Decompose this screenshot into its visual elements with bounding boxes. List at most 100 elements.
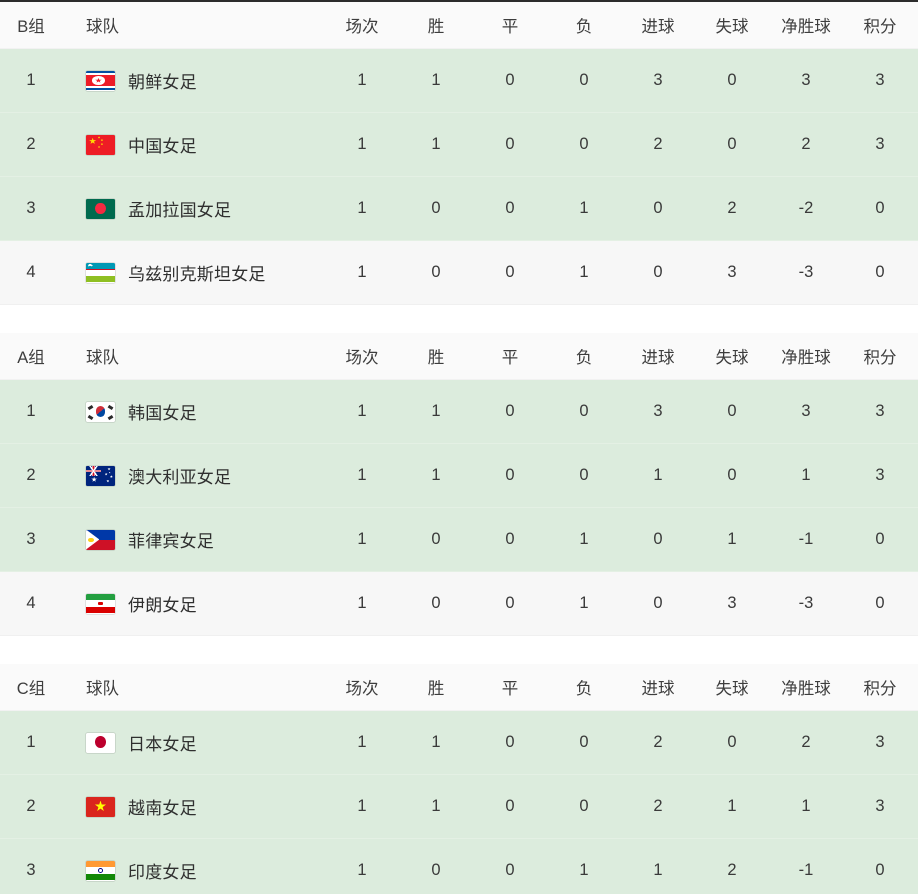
header-wins: 胜 — [427, 680, 445, 698]
row-wins: 0 — [431, 263, 441, 281]
row-draws: 0 — [505, 861, 515, 879]
row-team[interactable]: 韩国女足 — [62, 399, 325, 424]
group-separator — [0, 636, 918, 664]
row-goal-difference: 2 — [801, 733, 811, 751]
row-team-name: 越南女足 — [128, 799, 197, 818]
row-draws: 0 — [505, 466, 515, 484]
row-goals-for: 1 — [653, 861, 663, 879]
row-draws: 0 — [505, 733, 515, 751]
row-points: 0 — [875, 861, 885, 879]
table-row[interactable]: 3 印度女足 1 0 0 1 1 2 -1 0 — [0, 839, 918, 894]
row-wins: 1 — [431, 466, 441, 484]
header-goals-against: 失球 — [715, 349, 749, 367]
row-team[interactable]: 乌兹别克斯坦女足 — [62, 260, 325, 285]
row-team[interactable]: 伊朗女足 — [62, 591, 325, 616]
flag-china-icon — [86, 134, 115, 155]
top-divider — [0, 0, 918, 2]
flag-south-korea-icon — [86, 401, 115, 422]
table-row[interactable]: 4 乌兹别克斯坦女足 1 0 0 1 0 3 -3 0 — [0, 241, 918, 305]
row-goals-against: 0 — [727, 71, 737, 89]
header-matches-played: 场次 — [345, 680, 379, 698]
row-goal-difference: -1 — [798, 861, 814, 879]
row-team[interactable]: 越南女足 — [62, 794, 325, 819]
row-team-name: 菲律宾女足 — [128, 532, 214, 551]
row-team-name: 日本女足 — [128, 735, 197, 754]
header-group-label: A组 — [17, 349, 45, 367]
row-goal-difference: -3 — [798, 263, 814, 281]
row-rank: 2 — [26, 135, 36, 153]
table-row[interactable]: 2 澳大利亚女足 1 1 0 0 1 0 1 3 — [0, 444, 918, 508]
row-team[interactable]: 澳大利亚女足 — [62, 463, 325, 488]
row-goals-against: 3 — [727, 263, 737, 281]
header-points: 积分 — [863, 18, 897, 36]
row-team-name: 印度女足 — [128, 863, 197, 882]
row-team[interactable]: 日本女足 — [62, 730, 325, 755]
row-points: 3 — [875, 466, 885, 484]
row-goals-for: 2 — [653, 733, 663, 751]
row-goals-for: 1 — [653, 466, 663, 484]
row-rank: 3 — [26, 199, 36, 217]
row-draws: 0 — [505, 530, 515, 548]
group-table-b: B组 球队 场次 胜 平 负 进球 失球 净胜球 积分 1 朝鲜女足 1 1 0 0 3 0 3 3 2 中国女足 1 1 0 0… — [0, 2, 918, 305]
flag-vietnam-icon — [86, 796, 115, 817]
table-row[interactable]: 1 日本女足 1 1 0 0 2 0 2 3 — [0, 711, 918, 775]
row-goal-difference: -2 — [798, 199, 814, 217]
row-goals-for: 0 — [653, 263, 663, 281]
row-team[interactable]: 朝鲜女足 — [62, 68, 325, 93]
flag-bangladesh-icon — [86, 198, 115, 219]
header-goals-for: 进球 — [641, 349, 675, 367]
row-matches-played: 1 — [357, 861, 367, 879]
row-goal-difference: 3 — [801, 402, 811, 420]
row-goal-difference: 1 — [801, 466, 811, 484]
row-matches-played: 1 — [357, 594, 367, 612]
group-separator — [0, 305, 918, 333]
row-team-name: 韩国女足 — [128, 404, 197, 423]
table-row[interactable]: 3 孟加拉国女足 1 0 0 1 0 2 -2 0 — [0, 177, 918, 241]
group-table-c: C组 球队 场次 胜 平 负 进球 失球 净胜球 积分 1 日本女足 1 1 0 0 2 0 2 3 2 越南女足 1 1 0 0… — [0, 664, 918, 894]
row-wins: 0 — [431, 861, 441, 879]
row-losses: 1 — [579, 263, 589, 281]
row-goals-for: 2 — [653, 135, 663, 153]
row-goals-for: 0 — [653, 199, 663, 217]
row-team[interactable]: 菲律宾女足 — [62, 527, 325, 552]
table-row[interactable]: 4 伊朗女足 1 0 0 1 0 3 -3 0 — [0, 572, 918, 636]
row-losses: 0 — [579, 402, 589, 420]
table-row[interactable]: 2 中国女足 1 1 0 0 2 0 2 3 — [0, 113, 918, 177]
row-draws: 0 — [505, 263, 515, 281]
row-goals-against: 3 — [727, 594, 737, 612]
row-goal-difference: 2 — [801, 135, 811, 153]
row-goal-difference: 1 — [801, 797, 811, 815]
row-points: 0 — [875, 263, 885, 281]
row-team[interactable]: 印度女足 — [62, 858, 325, 883]
flag-north-korea-icon — [86, 70, 115, 91]
row-goals-for: 3 — [653, 71, 663, 89]
header-goals-for: 进球 — [641, 680, 675, 698]
row-goals-against: 1 — [727, 797, 737, 815]
row-team[interactable]: 中国女足 — [62, 132, 325, 157]
header-team: 球队 — [86, 18, 119, 36]
row-rank: 1 — [26, 71, 36, 89]
row-losses: 1 — [579, 594, 589, 612]
table-row[interactable]: 3 菲律宾女足 1 0 0 1 0 1 -1 0 — [0, 508, 918, 572]
row-team[interactable]: 孟加拉国女足 — [62, 196, 325, 221]
header-group-label: C组 — [16, 680, 46, 698]
row-team-name: 伊朗女足 — [128, 596, 197, 615]
flag-japan-icon — [86, 732, 115, 753]
row-goals-against: 0 — [727, 733, 737, 751]
row-wins: 1 — [431, 135, 441, 153]
row-rank: 4 — [26, 263, 36, 281]
row-matches-played: 1 — [357, 71, 367, 89]
row-team-name: 澳大利亚女足 — [128, 468, 232, 487]
row-losses: 0 — [579, 797, 589, 815]
table-row[interactable]: 2 越南女足 1 1 0 0 2 1 1 3 — [0, 775, 918, 839]
header-matches-played: 场次 — [345, 18, 379, 36]
row-points: 3 — [875, 797, 885, 815]
row-goal-difference: 3 — [801, 71, 811, 89]
table-row[interactable]: 1 朝鲜女足 1 1 0 0 3 0 3 3 — [0, 49, 918, 113]
row-rank: 1 — [26, 402, 36, 420]
header-points: 积分 — [863, 349, 897, 367]
table-row[interactable]: 1 韩国女足 1 1 0 0 3 0 3 3 — [0, 380, 918, 444]
table-header-row: B组 球队 场次 胜 平 负 进球 失球 净胜球 积分 — [0, 2, 918, 49]
